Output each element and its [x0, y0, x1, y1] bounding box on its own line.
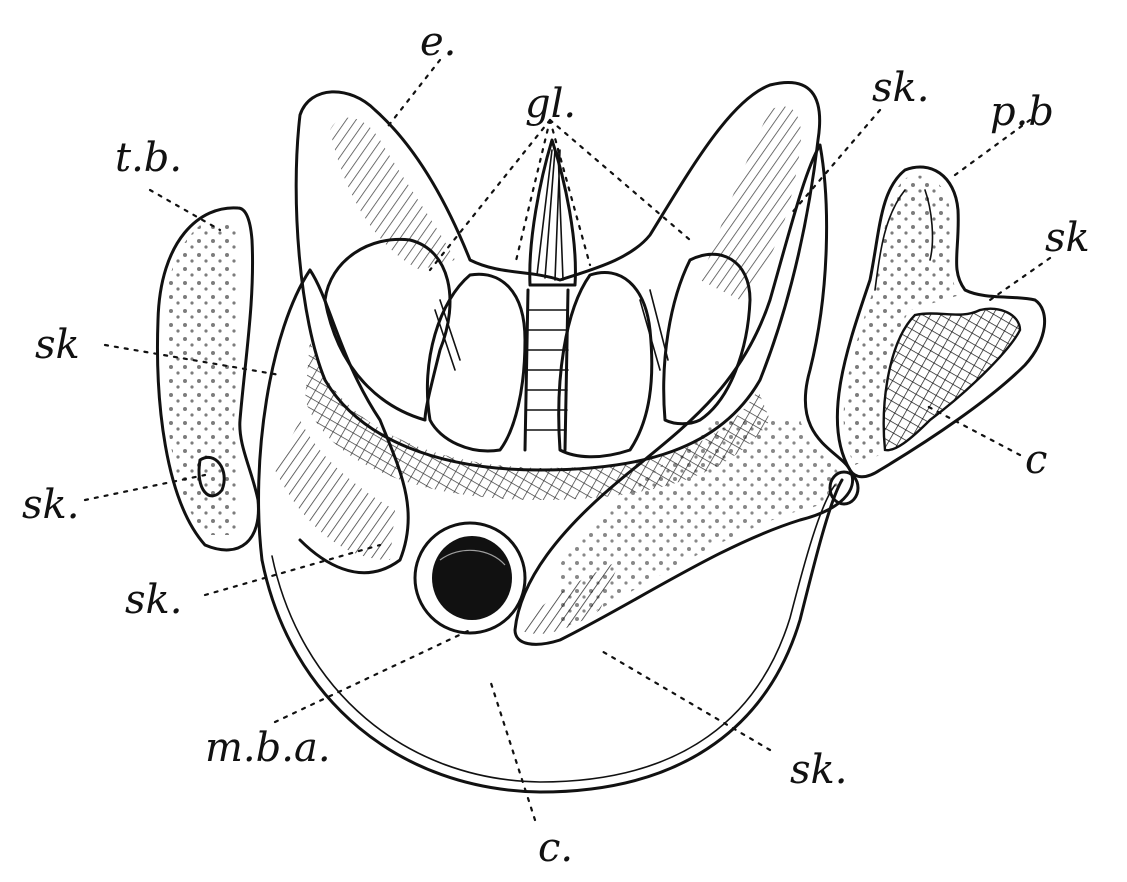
label-sk-right: sk — [1045, 215, 1090, 261]
label-mba: m.b.a. — [205, 725, 331, 771]
leader-gl-4 — [548, 118, 692, 242]
mba-dark-core — [432, 536, 512, 620]
right-stalk — [513, 143, 854, 646]
label-sk-left-mid: sk. — [22, 482, 80, 528]
label-sk-left-lower: sk. — [125, 577, 183, 623]
label-pb: p.b — [990, 89, 1054, 135]
left-skeletal-mass — [257, 268, 410, 575]
left-inner-lobe — [323, 237, 452, 422]
leader-e — [383, 58, 442, 132]
label-sk-top-right: sk. — [872, 65, 930, 111]
right-joint-node — [828, 470, 860, 506]
glandular-column — [528, 138, 577, 287]
leader-c-right — [923, 403, 1022, 457]
leader-mba — [273, 628, 472, 724]
leader-sk-bottom-right — [598, 648, 772, 752]
leader-tb — [148, 188, 222, 232]
center-left-lobe — [425, 272, 527, 453]
body-wall-outline — [260, 478, 844, 794]
right-arm — [835, 165, 1047, 479]
label-c-bottom: c. — [538, 825, 574, 871]
center-right-lobe — [557, 270, 654, 459]
leader-sk-left-upper — [103, 343, 282, 377]
right-inner-lobe — [662, 252, 752, 426]
label-e: e. — [420, 19, 457, 65]
tentacle-bulb — [156, 206, 260, 552]
label-gl: gl. — [525, 81, 577, 127]
leader-sk-right — [988, 256, 1052, 302]
label-tb: t.b. — [115, 135, 183, 181]
mba-outer-ring — [413, 521, 527, 635]
leader-sk-left-lower — [203, 543, 382, 597]
leader-gl-1 — [428, 118, 552, 272]
label-sk-bottom-right: sk. — [790, 747, 848, 793]
right-arm-cavity — [882, 307, 1022, 452]
leader-c-bottom-1 — [488, 678, 537, 822]
left-small-node — [197, 455, 226, 498]
label-sk-left-upper: sk — [35, 322, 80, 368]
label-c-right: c — [1025, 437, 1048, 483]
leader-sk-top-right — [788, 108, 882, 217]
leader-sk-left-mid — [83, 473, 207, 502]
